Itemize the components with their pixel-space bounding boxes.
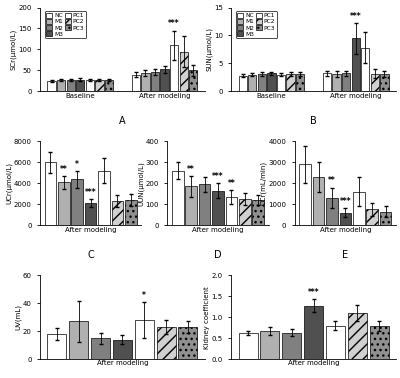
Text: **: ** bbox=[187, 165, 195, 174]
Bar bbox=[258, 74, 266, 91]
Bar bbox=[239, 76, 247, 91]
Text: ***: *** bbox=[308, 288, 319, 297]
Text: D: D bbox=[214, 250, 222, 260]
Bar bbox=[282, 333, 301, 359]
Bar bbox=[380, 74, 388, 91]
Bar bbox=[313, 177, 324, 225]
Bar bbox=[85, 203, 96, 225]
Y-axis label: UUN(μmol/L): UUN(μmol/L) bbox=[138, 161, 144, 206]
Text: A: A bbox=[119, 116, 126, 126]
Bar bbox=[366, 209, 378, 225]
Text: ***: *** bbox=[168, 20, 180, 28]
Bar bbox=[226, 197, 237, 225]
Bar bbox=[300, 164, 311, 225]
Bar bbox=[248, 74, 256, 91]
Bar bbox=[348, 313, 367, 359]
Bar bbox=[135, 320, 154, 359]
Bar bbox=[105, 80, 113, 91]
Y-axis label: SUN(μmol/L): SUN(μmol/L) bbox=[206, 28, 212, 71]
Bar bbox=[86, 80, 94, 91]
Bar bbox=[277, 74, 285, 91]
Bar bbox=[260, 331, 280, 359]
Bar bbox=[370, 325, 388, 359]
Text: *: * bbox=[75, 160, 79, 169]
Bar bbox=[353, 192, 365, 225]
Bar bbox=[185, 186, 197, 225]
Bar bbox=[44, 163, 56, 225]
Text: **: ** bbox=[228, 178, 235, 187]
Y-axis label: CCr(mL/min): CCr(mL/min) bbox=[260, 161, 267, 205]
Bar bbox=[98, 171, 110, 225]
Bar bbox=[57, 80, 65, 91]
Text: ***: *** bbox=[340, 197, 351, 206]
Bar bbox=[172, 171, 184, 225]
Bar bbox=[239, 199, 251, 225]
Bar bbox=[361, 48, 369, 91]
Legend: NC, M1, M2, M3, PC1, PC2, PC3: NC, M1, M2, M3, PC1, PC2, PC3 bbox=[44, 11, 86, 39]
Bar bbox=[239, 333, 258, 359]
Bar bbox=[180, 51, 188, 91]
Bar bbox=[95, 80, 104, 91]
Bar bbox=[371, 74, 379, 91]
Bar bbox=[340, 212, 351, 225]
Bar bbox=[189, 70, 197, 91]
Bar bbox=[212, 191, 224, 225]
Bar bbox=[296, 74, 304, 91]
Y-axis label: UV(mL): UV(mL) bbox=[15, 304, 21, 330]
Bar bbox=[267, 73, 276, 91]
Y-axis label: Kidney coefficient: Kidney coefficient bbox=[204, 286, 210, 349]
Bar bbox=[199, 184, 210, 225]
Bar bbox=[286, 74, 295, 91]
Bar bbox=[141, 73, 150, 91]
Bar bbox=[160, 70, 169, 91]
Bar bbox=[58, 182, 70, 225]
Bar bbox=[112, 201, 123, 225]
Text: E: E bbox=[342, 250, 348, 260]
Bar bbox=[304, 305, 323, 359]
Text: **: ** bbox=[328, 177, 336, 186]
Text: ***: *** bbox=[350, 12, 362, 20]
Bar bbox=[91, 338, 110, 359]
Legend: NC, M1, M2, M3, PC1, PC2, PC3: NC, M1, M2, M3, PC1, PC2, PC3 bbox=[236, 11, 277, 39]
Bar bbox=[67, 80, 75, 91]
Bar bbox=[113, 339, 132, 359]
Text: B: B bbox=[310, 116, 317, 126]
Text: ***: *** bbox=[85, 188, 96, 197]
Bar bbox=[151, 73, 159, 91]
Bar bbox=[326, 198, 338, 225]
Bar bbox=[326, 325, 345, 359]
Y-axis label: UCr(μmol/L): UCr(μmol/L) bbox=[6, 162, 12, 204]
Bar bbox=[252, 200, 264, 225]
Bar bbox=[48, 81, 56, 91]
Bar bbox=[69, 321, 88, 359]
Bar bbox=[170, 45, 178, 91]
Bar bbox=[342, 73, 350, 91]
Y-axis label: SCr(μmol/L): SCr(μmol/L) bbox=[10, 29, 17, 70]
Text: *: * bbox=[142, 291, 146, 300]
Text: C: C bbox=[87, 250, 94, 260]
Text: ***: *** bbox=[212, 172, 224, 181]
Bar bbox=[332, 74, 341, 91]
Bar bbox=[132, 74, 140, 91]
Text: **: ** bbox=[60, 165, 68, 174]
Bar bbox=[352, 38, 360, 91]
Bar bbox=[323, 73, 331, 91]
Bar bbox=[178, 327, 197, 359]
Bar bbox=[71, 179, 83, 225]
Bar bbox=[48, 334, 66, 359]
Bar bbox=[76, 79, 84, 91]
Bar bbox=[156, 327, 176, 359]
Bar bbox=[380, 212, 392, 225]
Bar bbox=[125, 200, 136, 225]
